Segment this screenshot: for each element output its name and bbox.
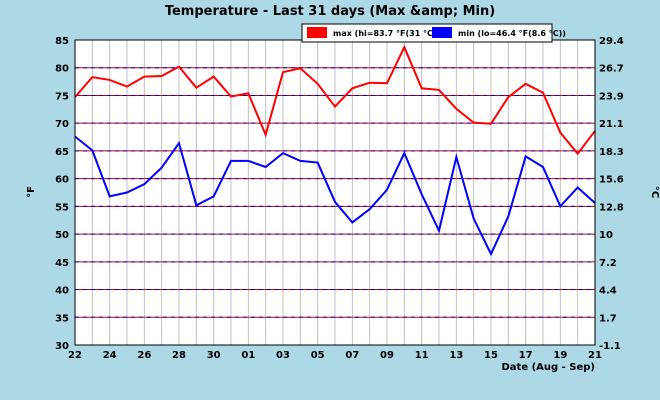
x-axis-label: Date (Aug - Sep) bbox=[501, 362, 595, 373]
right-tick-label: 29.4 bbox=[599, 36, 624, 47]
left-axis-label: °F bbox=[26, 186, 37, 198]
left-tick-label: 85 bbox=[55, 36, 69, 47]
max-series-line bbox=[74, 44, 596, 156]
right-tick-label: 21.1 bbox=[599, 119, 624, 130]
legend-box bbox=[301, 23, 553, 43]
right-tick-label: 26.7 bbox=[599, 64, 624, 75]
x-tick-label: 07 bbox=[345, 350, 359, 361]
left-tick-label: 50 bbox=[55, 230, 69, 241]
x-tick-label: 05 bbox=[311, 350, 325, 361]
legend-swatch-min bbox=[432, 27, 452, 38]
right-tick-label: 15.6 bbox=[599, 175, 624, 186]
left-tick-labels: 30 35 40 45 50 55 60 65 70 75 80 85 bbox=[55, 36, 69, 352]
right-tick-label: -1.1 bbox=[599, 341, 621, 352]
right-tick-label: 7.2 bbox=[599, 258, 617, 269]
x-tick-label: 28 bbox=[172, 350, 186, 361]
left-tick-label: 80 bbox=[55, 64, 69, 75]
right-axis-label: °C bbox=[649, 186, 660, 198]
right-tick-label: 12.8 bbox=[599, 202, 624, 213]
x-tick-label: 01 bbox=[241, 350, 255, 361]
right-tick-labels: -1.1 1.7 4.4 7.2 10 12.8 15.6 18.3 21.1 23.9 26.7 2… bbox=[599, 36, 624, 352]
x-tick-labels: 22 24 26 28 30 01 03 05 07 09 11 13 15 17 19 21 bbox=[68, 350, 602, 361]
right-tick-label: 1.7 bbox=[599, 313, 617, 324]
horizontal-gridlines bbox=[75, 67, 595, 318]
right-tick-label: 4.4 bbox=[599, 286, 617, 297]
x-tick-label: 26 bbox=[137, 350, 151, 361]
legend-label-min: min (lo=46.4 °F(8.6 °C)) bbox=[458, 29, 566, 38]
x-tick-label: 03 bbox=[276, 350, 290, 361]
left-tick-label: 35 bbox=[55, 313, 69, 324]
x-tick-label: 09 bbox=[380, 350, 394, 361]
min-series-line bbox=[74, 135, 596, 257]
x-tick-label: 13 bbox=[449, 350, 463, 361]
legend-label-max: max (hi=83.7 °F(31 °C)) bbox=[333, 29, 440, 38]
x-tick-label: 21 bbox=[588, 350, 602, 361]
left-tick-label: 70 bbox=[55, 119, 69, 130]
left-tick-label: 75 bbox=[55, 91, 69, 102]
x-tick-label: 30 bbox=[207, 350, 221, 361]
x-tick-label: 15 bbox=[484, 350, 498, 361]
left-tick-label: 65 bbox=[55, 147, 69, 158]
left-tick-label: 60 bbox=[55, 175, 69, 186]
x-tick-label: 11 bbox=[415, 350, 429, 361]
right-tick-label: 23.9 bbox=[599, 91, 624, 102]
x-tick-label: 22 bbox=[68, 350, 82, 361]
chart-title: Temperature - Last 31 days (Max &amp; Mi… bbox=[165, 4, 495, 19]
x-tick-label: 24 bbox=[103, 350, 117, 361]
x-tick-label: 17 bbox=[519, 350, 533, 361]
legend: max (hi=83.7 °F(31 °C)) min (lo=46.4 °F(8… bbox=[301, 23, 566, 43]
x-tick-label: 19 bbox=[553, 350, 567, 361]
right-tick-label: 10 bbox=[599, 230, 613, 241]
left-tick-label: 40 bbox=[55, 286, 69, 297]
right-tick-label: 18.3 bbox=[599, 147, 624, 158]
left-tick-label: 55 bbox=[55, 202, 69, 213]
left-tick-label: 45 bbox=[55, 258, 69, 269]
series-lines bbox=[74, 44, 596, 257]
legend-swatch-max bbox=[307, 27, 327, 38]
left-tick-label: 30 bbox=[55, 341, 69, 352]
